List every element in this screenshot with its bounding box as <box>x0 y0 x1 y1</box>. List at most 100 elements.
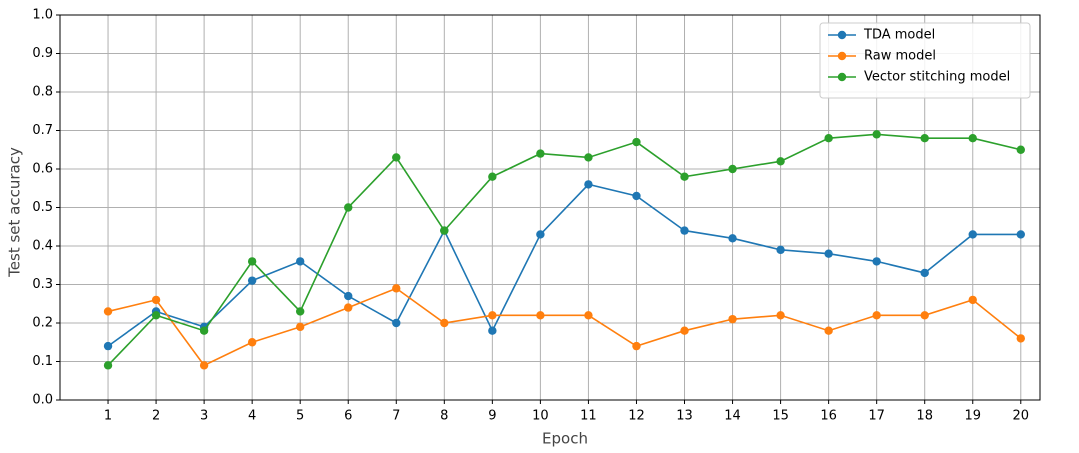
point <box>536 311 545 320</box>
x-tick-label: 3 <box>200 409 208 424</box>
point <box>632 137 641 147</box>
point <box>151 295 161 305</box>
legend-marker <box>837 30 847 40</box>
x-tick-label: 14 <box>724 409 741 424</box>
y-tick-label: 0.4 <box>32 239 53 254</box>
point <box>680 226 689 235</box>
point <box>103 341 113 351</box>
point <box>440 318 449 328</box>
point <box>968 134 977 143</box>
x-tick-label: 2 <box>152 409 160 424</box>
point <box>295 322 305 332</box>
point <box>872 311 881 320</box>
y-tick-label: 0.3 <box>32 277 53 292</box>
point <box>632 191 641 201</box>
x-tick-label: 11 <box>580 409 597 424</box>
point <box>103 361 113 370</box>
point <box>199 361 209 370</box>
series-line <box>107 133 1021 366</box>
series-line <box>107 183 1021 347</box>
point <box>824 249 833 258</box>
legend-box <box>819 22 1031 99</box>
x-tick-label: 20 <box>1013 409 1030 424</box>
point <box>776 157 785 166</box>
plot-frame <box>59 14 1041 401</box>
point <box>295 257 305 266</box>
point <box>872 257 881 266</box>
point <box>872 130 881 139</box>
point <box>344 303 353 312</box>
point <box>151 311 161 320</box>
series-line <box>107 287 1022 367</box>
y-tick-label: 0.5 <box>32 200 53 215</box>
point <box>728 164 737 174</box>
point <box>824 326 833 335</box>
legend-label: TDA model <box>863 28 935 43</box>
legend-marker <box>837 72 847 82</box>
point <box>584 153 593 162</box>
point <box>1016 145 1025 154</box>
x-tick-label: 12 <box>628 409 645 424</box>
y-tick-label: 0.9 <box>32 46 53 61</box>
legend-label: Vector stitching model <box>864 70 1010 85</box>
x-axis-title: Epoch <box>542 430 588 448</box>
point <box>632 341 641 351</box>
y-tick-label: 1.0 <box>32 8 53 23</box>
point <box>584 180 593 189</box>
x-tick-label: 1 <box>104 409 112 424</box>
x-tick-label: 7 <box>392 409 400 424</box>
point <box>344 291 353 301</box>
point <box>488 326 497 335</box>
point <box>488 311 497 320</box>
y-tick-label: 0.0 <box>32 393 53 408</box>
x-tick-label: 10 <box>532 409 549 424</box>
point <box>1016 334 1025 343</box>
x-tick-label: 17 <box>868 409 885 424</box>
y-tick-label: 0.7 <box>32 123 53 138</box>
x-tick-label: 18 <box>916 409 933 424</box>
x-tick-label: 6 <box>344 409 352 424</box>
point <box>247 276 257 285</box>
point <box>536 230 545 239</box>
point <box>920 268 929 278</box>
point <box>680 326 689 335</box>
point <box>392 284 401 293</box>
point <box>344 203 353 212</box>
x-tick-label: 9 <box>488 409 496 424</box>
legend-label: Raw model <box>864 49 936 64</box>
point <box>247 257 257 266</box>
point <box>920 134 929 143</box>
point <box>776 245 785 255</box>
point <box>680 172 689 181</box>
point <box>488 172 497 181</box>
point <box>968 230 977 239</box>
point <box>247 338 257 347</box>
point <box>392 153 401 162</box>
point <box>728 234 737 243</box>
point <box>392 318 401 328</box>
point <box>295 307 305 316</box>
y-tick-label: 0.1 <box>32 354 53 369</box>
legend: TDA model Raw model Vector stitching model <box>819 22 1031 99</box>
x-tick-label: 16 <box>820 409 837 424</box>
point <box>824 134 833 143</box>
point <box>199 326 209 335</box>
point <box>440 226 449 235</box>
point <box>920 311 929 320</box>
y-tick-label: 0.6 <box>32 162 53 177</box>
point <box>1016 230 1025 239</box>
x-tick-label: 13 <box>676 409 693 424</box>
point <box>728 314 737 324</box>
point <box>584 311 593 320</box>
x-tick-label: 15 <box>772 409 789 424</box>
point <box>776 311 785 320</box>
y-axis-title: Test set accuracy <box>6 147 24 278</box>
y-tick-label: 0.8 <box>32 85 53 100</box>
y-tick-label: 0.2 <box>32 316 53 331</box>
x-tick-label: 19 <box>964 409 981 424</box>
x-tick-label: 5 <box>296 409 304 424</box>
point <box>968 295 977 305</box>
legend-marker <box>837 51 847 61</box>
